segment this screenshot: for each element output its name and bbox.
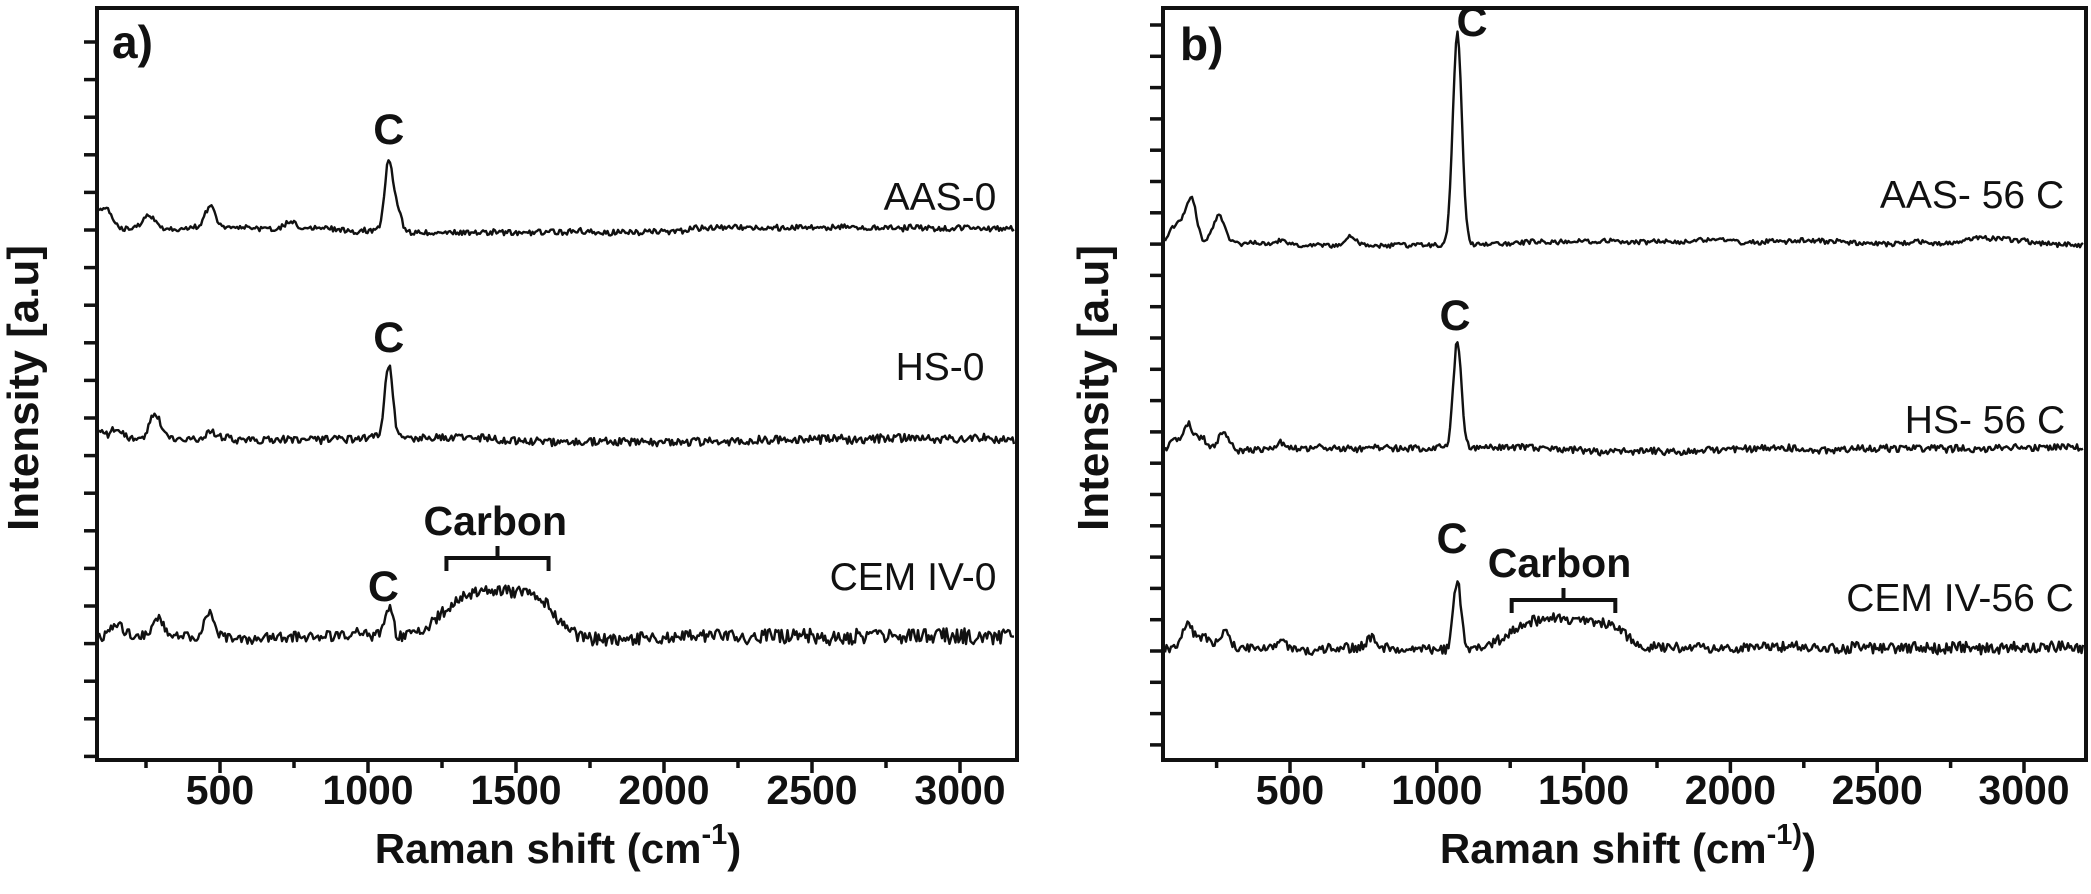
calcite-peak-label: C — [368, 563, 399, 611]
series-label-hs-0: HS-0 — [896, 346, 985, 389]
x-tick-label: 3000 — [914, 767, 1005, 813]
carbon-band-label: Carbon — [1488, 540, 1632, 586]
x-tick-label: 1000 — [1391, 767, 1482, 813]
panel-letter-b: b) — [1180, 18, 1223, 70]
spectrum-trace-cem-iv-0 — [97, 584, 1014, 647]
x-tick-label: 500 — [186, 767, 254, 813]
calcite-peak-label: C — [1457, 0, 1488, 46]
calcite-peak-label: C — [373, 106, 404, 154]
x-tick-label: 2000 — [618, 767, 709, 813]
carbon-band-label: Carbon — [424, 498, 568, 544]
x-axis-title: Raman shift (cm-1) — [375, 819, 742, 872]
x-tick-label: 2000 — [1685, 767, 1776, 813]
x-axis-title: Raman shift (cm-1)) — [1440, 819, 1816, 872]
y-axis-title: Intensity [a.u] — [1069, 245, 1118, 531]
x-tick-label: 500 — [1256, 767, 1324, 813]
series-label-hs-56-c: HS- 56 C — [1905, 399, 2065, 442]
spectrum-trace-hs-0 — [98, 364, 1016, 448]
x-tick-label: 1500 — [1538, 767, 1629, 813]
panel-letter-a: a) — [112, 16, 153, 68]
spectrum-trace-cem-iv-56-c — [1163, 580, 2085, 656]
plot-border-a — [95, 6, 1019, 762]
spectrum-trace-hs-56-c — [1163, 341, 2084, 457]
calcite-peak-label: C — [1439, 292, 1470, 340]
carbon-band-bracket — [1509, 588, 1618, 613]
spectrum-trace-aas-56-c — [1163, 30, 2084, 249]
series-label-cem-iv-0: CEM IV-0 — [830, 556, 997, 599]
x-tick-label: 2500 — [766, 767, 857, 813]
series-label-aas-0: AAS-0 — [884, 176, 997, 219]
x-tick-label: 2500 — [1832, 767, 1923, 813]
series-label-cem-iv-56-c: CEM IV-56 C — [1846, 577, 2074, 620]
x-tick-label: 3000 — [1978, 767, 2069, 813]
carbon-band-bracket — [444, 546, 551, 571]
plot-border-b — [1161, 6, 2088, 762]
x-tick-label: 1500 — [470, 767, 561, 813]
series-label-aas-56-c: AAS- 56 C — [1880, 174, 2064, 217]
calcite-peak-label: C — [373, 314, 404, 362]
panel-a: 500 1000 1500 2000 2500 3000 Raman shift (cm-1… — [0, 6, 1019, 872]
calcite-peak-label: C — [1437, 515, 1468, 563]
x-tick-label: 1000 — [322, 767, 413, 813]
panel-b: 500 1000 1500 2000 2500 3000 Raman shift (cm-1… — [1069, 0, 2088, 872]
y-axis-title: Intensity [a.u] — [0, 245, 48, 531]
spectrum-trace-aas-0 — [98, 159, 1015, 237]
